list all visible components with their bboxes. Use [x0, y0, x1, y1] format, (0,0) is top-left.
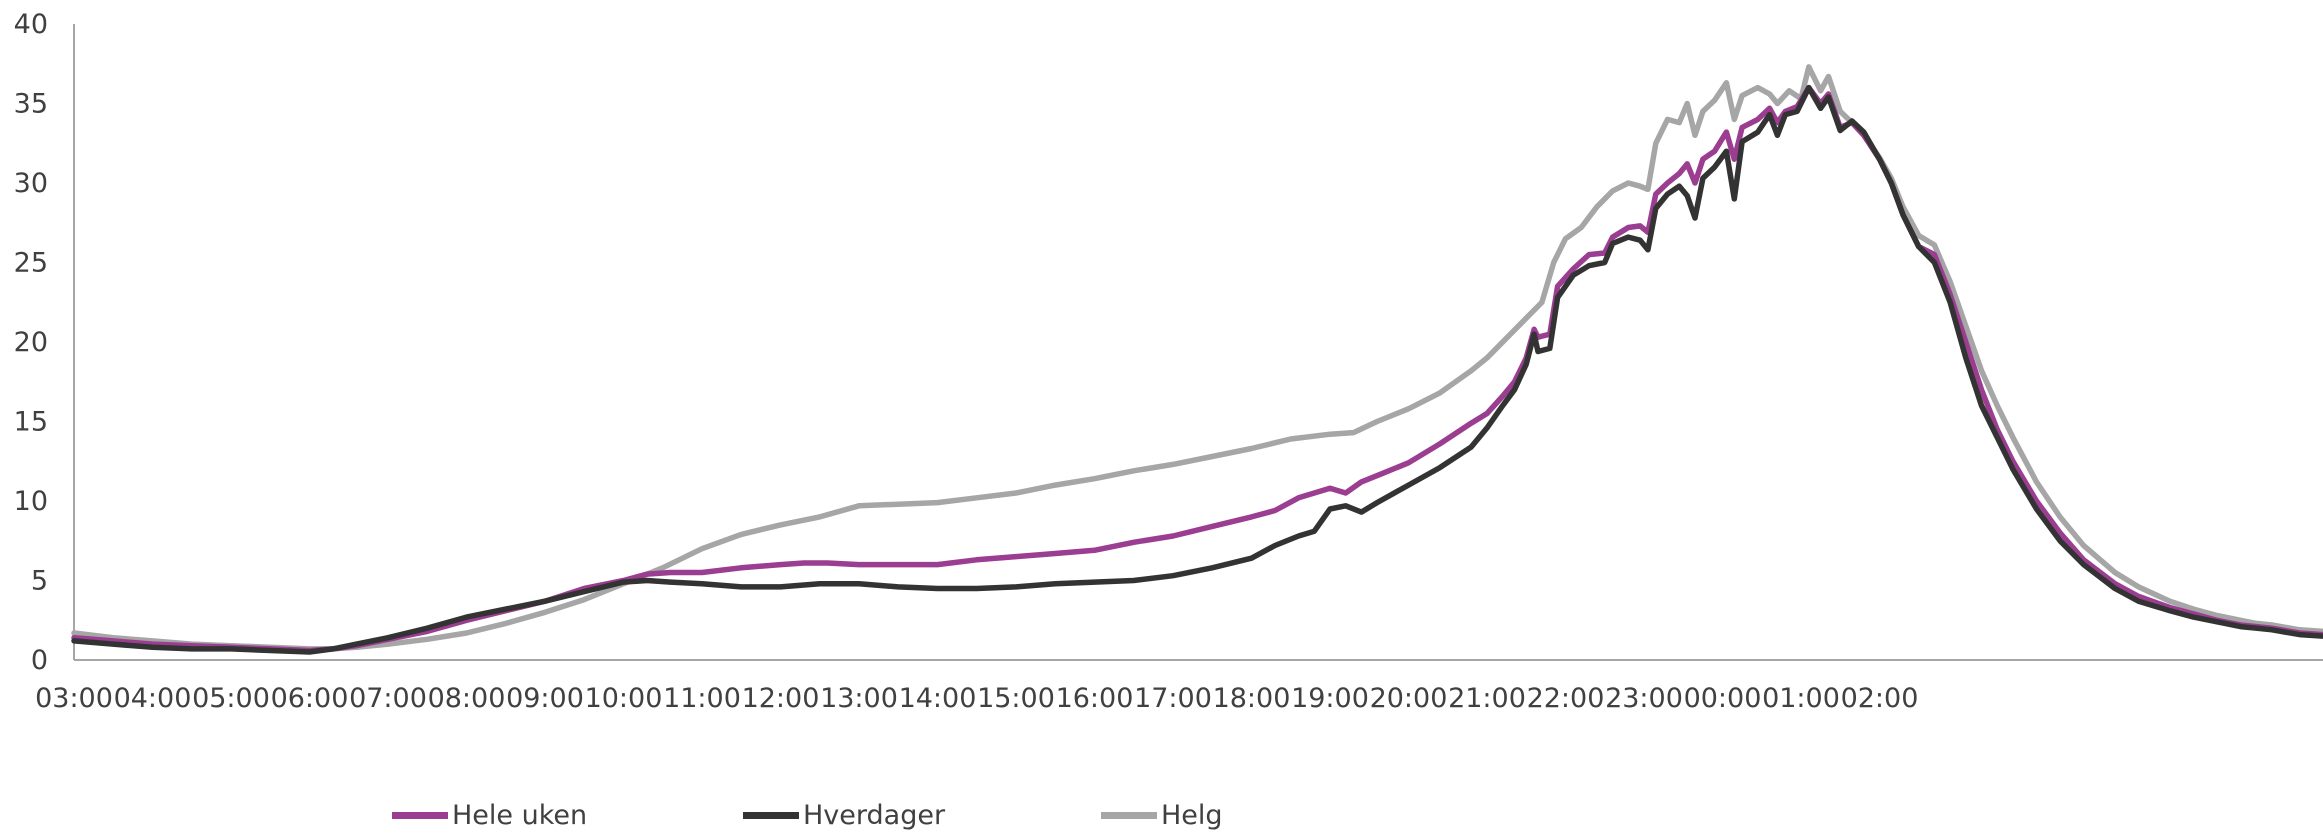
x-tick-label: 01:00 — [1762, 683, 1840, 714]
x-tick-label: 05:00 — [192, 683, 270, 714]
x-tick-label: 22:00 — [1527, 683, 1605, 714]
legend-swatch — [1101, 812, 1157, 819]
y-tick-label: 35 — [14, 89, 48, 120]
x-tick-label: 06:00 — [271, 683, 349, 714]
x-tick-label: 10:00 — [585, 683, 663, 714]
x-tick-label: 09:00 — [506, 683, 584, 714]
x-tick-label: 07:00 — [349, 683, 427, 714]
legend-item-helg: Helg — [1101, 800, 1223, 831]
x-tick-label: 13:00 — [820, 683, 898, 714]
x-tick-label: 21:00 — [1448, 683, 1526, 714]
x-tick-label: 19:00 — [1291, 683, 1369, 714]
x-tick-label: 11:00 — [663, 683, 741, 714]
y-tick-label: 10 — [14, 486, 48, 517]
series-lines — [71, 64, 2323, 655]
x-tick-label: 14:00 — [899, 683, 977, 714]
x-tick-label: 15:00 — [977, 683, 1055, 714]
legend-swatch — [392, 812, 448, 819]
y-tick-label: 25 — [14, 248, 48, 279]
legend-item-hverdager: Hverdager — [743, 800, 945, 831]
y-tick-label: 20 — [14, 327, 48, 358]
legend-item-hele-uken: Hele uken — [392, 800, 587, 831]
series-line-helg — [71, 64, 2323, 652]
legend-label: Hverdager — [803, 800, 946, 831]
x-tick-label: 16:00 — [1056, 683, 1134, 714]
x-tick-label: 23:00 — [1605, 683, 1683, 714]
x-tick-label: 08:00 — [428, 683, 506, 714]
x-tick-label: 18:00 — [1213, 683, 1291, 714]
x-tick-label: 00:00 — [1684, 683, 1762, 714]
legend: Hele uken Hverdager Helg — [0, 800, 2323, 831]
legend-swatch — [743, 812, 799, 819]
x-tick-label: 02:00 — [1841, 683, 1919, 714]
legend-label: Hele uken — [452, 800, 588, 831]
x-tick-label: 04:00 — [114, 683, 192, 714]
series-line-hele-uken — [71, 84, 2323, 654]
x-tick-label: 20:00 — [1370, 683, 1448, 714]
series-line-hverdager — [71, 84, 2323, 655]
y-tick-label: 40 — [14, 9, 48, 40]
y-tick-label: 15 — [14, 407, 48, 438]
x-tick-label: 17:00 — [1134, 683, 1212, 714]
line-chart: 0 5 10 15 20 25 30 35 40 03:00 04:00 05:00 06:00 07:… — [14, 9, 2323, 714]
x-axis-ticks: 03:00 04:00 05:00 06:00 07:00 08:00 09:00 10:00… — [35, 683, 1918, 714]
y-tick-label: 5 — [31, 566, 48, 597]
y-tick-label: 0 — [31, 645, 48, 676]
legend-label: Helg — [1161, 800, 1223, 831]
x-tick-label: 12:00 — [742, 683, 820, 714]
x-tick-label: 03:00 — [35, 683, 113, 714]
y-axis-ticks: 0 5 10 15 20 25 30 35 40 — [14, 9, 48, 676]
y-tick-label: 30 — [14, 168, 48, 199]
